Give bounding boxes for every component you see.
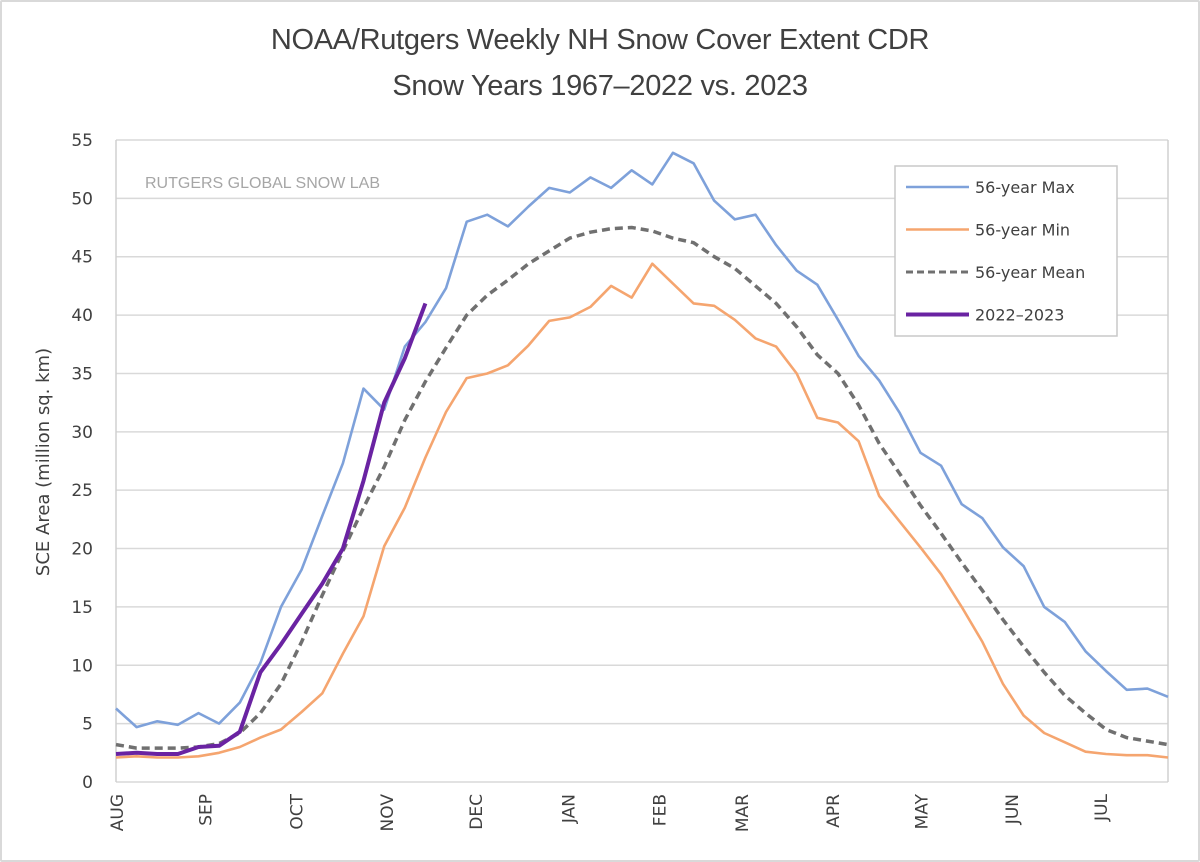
y-tick-label: 40 — [71, 306, 93, 326]
legend: 56-year Max 56-year Min 56-year Mean 2022–2… — [894, 165, 1118, 337]
y-tick-label: 20 — [71, 540, 93, 560]
y-tick-label: 15 — [71, 598, 93, 618]
y-tick-label: 10 — [71, 656, 93, 676]
y-tick-label: 0 — [82, 773, 93, 793]
x-tick-label: AUG — [108, 794, 128, 831]
legend-item: 56-year Max — [906, 178, 1075, 197]
y-tick-label: 55 — [71, 131, 93, 151]
legend-label: 56-year Mean — [975, 263, 1085, 282]
y-tick-label: 25 — [71, 481, 93, 501]
y-axis-label: SCE Area (million sq. km) — [33, 348, 54, 576]
legend-label: 2022–2023 — [975, 306, 1064, 325]
series-lines — [115, 151, 1169, 759]
legend-item: 56-year Min — [906, 221, 1070, 240]
x-tick-label: MAR — [733, 794, 753, 832]
legend-label: 56-year Min — [975, 221, 1070, 240]
y-tick-label: 50 — [71, 189, 93, 209]
y-axis-ticks: 0 5 10 15 20 25 30 35 40 45 50 55 — [71, 131, 93, 793]
x-tick-label: JUN — [1003, 794, 1023, 825]
series-line-56-year-max — [115, 151, 1169, 729]
chart-title: NOAA/Rutgers Weekly NH Snow Cover Extent… — [270, 24, 930, 56]
x-tick-label: SEP — [197, 794, 217, 826]
x-axis-ticks: AUG SEP OCT NOV DEC JAN FEB MAR APR MAY JUN JUL — [108, 793, 1112, 832]
x-tick-label: DEC — [467, 794, 487, 830]
watermark: RUTGERS GLOBAL SNOW LAB — [145, 175, 380, 192]
legend-label: 56-year Max — [975, 178, 1075, 197]
y-tick-label: 30 — [71, 423, 93, 443]
y-tick-label: 5 — [82, 715, 93, 735]
series-line-56-year-mean — [115, 225, 1169, 750]
x-tick-label: FEB — [651, 794, 671, 826]
x-tick-label: NOV — [378, 794, 398, 832]
legend-box — [894, 165, 1118, 337]
legend-item: 2022–2023 — [906, 306, 1064, 325]
y-tick-label: 35 — [71, 364, 93, 384]
y-tick-label: 45 — [71, 248, 93, 268]
series-line-56-year-min — [115, 262, 1169, 759]
series-line-2022-2023 — [115, 302, 428, 756]
x-tick-label: MAY — [912, 793, 932, 829]
legend-item: 56-year Mean — [906, 263, 1085, 282]
x-tick-label: APR — [824, 794, 844, 828]
x-tick-label: JUL — [1092, 793, 1112, 821]
chart-subtitle: Snow Years 1967–2022 vs. 2023 — [392, 70, 808, 102]
x-tick-label: JAN — [560, 794, 580, 824]
x-tick-label: OCT — [287, 793, 307, 829]
